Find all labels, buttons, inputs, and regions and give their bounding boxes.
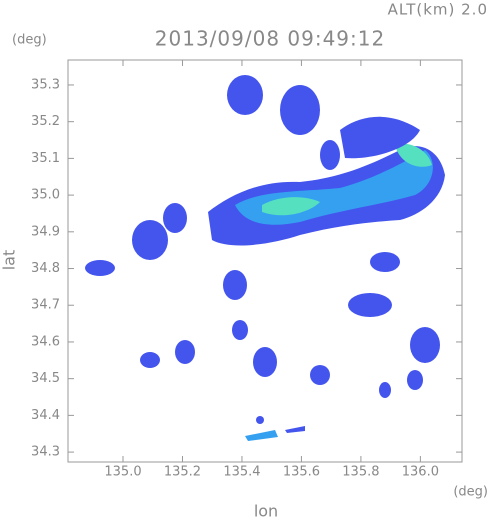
x-label: lon (254, 502, 278, 521)
y-tick-label: 34.3 (31, 445, 60, 460)
y-unit: (deg) (12, 33, 47, 48)
x-tick-label: 135.2 (164, 465, 201, 480)
radar-echo (85, 75, 445, 441)
x-tick-label: 135.6 (283, 465, 320, 480)
x-tick-label: 136.0 (402, 465, 439, 480)
chart-title: 2013/09/08 09:49:12 (155, 27, 385, 51)
y-tick-label: 34.4 (31, 408, 60, 423)
y-tick-label: 34.8 (31, 261, 60, 276)
y-tick-label: 35.2 (31, 114, 60, 129)
y-tick-label: 34.6 (31, 334, 60, 349)
y-tick-label: 34.9 (31, 224, 60, 239)
y-label: lat (0, 250, 19, 271)
y-tick-label: 35.0 (31, 188, 60, 203)
x-unit: (deg) (453, 485, 488, 500)
plot-frame (67, 59, 463, 463)
y-tick-label: 34.5 (31, 371, 60, 386)
x-tick-label: 135.8 (342, 465, 379, 480)
y-tick-label: 34.7 (31, 298, 60, 313)
y-tick-label: 35.1 (31, 151, 60, 166)
x-tick-label: 135.0 (104, 465, 141, 480)
x-tick-label: 135.4 (223, 465, 260, 480)
altitude: ALT(km) 2.0 (388, 1, 488, 19)
axes: 135.0 135.2 135.4 135.6 135.8 136.0 34.3 34.4 34… (31, 59, 463, 480)
y-tick-label: 35.3 (31, 77, 60, 92)
